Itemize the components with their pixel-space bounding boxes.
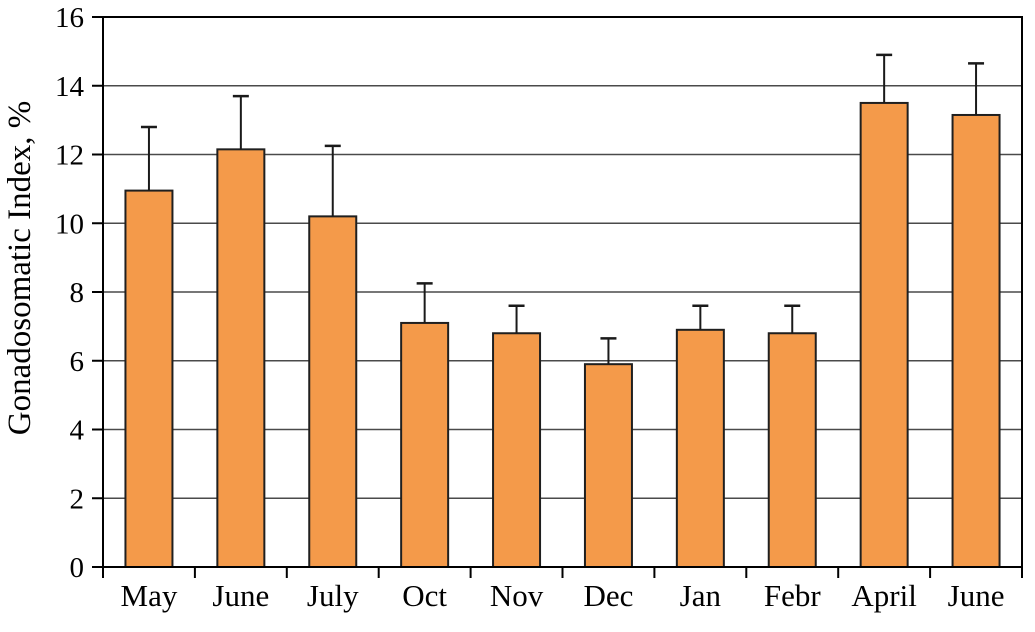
x-label-may-0: May [121,578,178,613]
bar-june-1 [216,148,266,568]
x-label-dec-5: Dec [583,578,633,613]
y-tick-label-4: 4 [70,415,85,447]
y-tick-label-2: 2 [70,483,85,515]
bar-april-8 [859,101,909,568]
x-label-febr-7: Febr [764,578,822,613]
y-tick-label-12: 12 [55,140,84,172]
bar-oct-3 [400,321,450,568]
bar-dec-5 [583,363,633,568]
bar-nov-4 [492,332,542,568]
x-label-nov-4: Nov [490,578,544,613]
bar-may-0 [124,189,174,568]
y-tick-label-16: 16 [55,2,84,34]
y-tick-label-10: 10 [55,208,84,240]
bar-febr-7 [767,332,817,568]
bar-jan-6 [675,328,725,568]
x-label-june-1: June [212,578,269,613]
bar-june-9 [951,113,1001,568]
x-label-jan-6: Jan [680,578,722,613]
y-tick-label-8: 8 [70,277,85,309]
x-label-april-8: April [851,578,916,613]
y-axis-title: Gonadosomatic Index, % [2,101,38,436]
y-tick-label-14: 14 [55,71,85,103]
x-label-june-9: June [948,578,1005,613]
bar-july-2 [308,215,358,568]
y-tick-label-6: 6 [70,346,85,378]
x-label-july-2: July [307,578,359,613]
x-label-oct-3: Oct [402,578,447,613]
y-tick-label-0: 0 [70,552,85,584]
